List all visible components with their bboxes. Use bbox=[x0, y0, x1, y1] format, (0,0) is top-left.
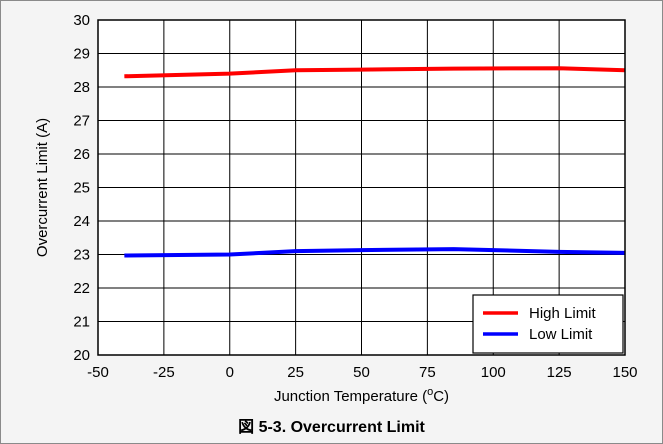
plot-border bbox=[97, 19, 626, 356]
x-tick-label: -50 bbox=[87, 364, 109, 381]
x-tick-label: -25 bbox=[153, 364, 175, 381]
y-tick-label: 20 bbox=[73, 347, 90, 364]
x-tick-label: 0 bbox=[226, 364, 234, 381]
x-axis-title-suffix: C) bbox=[433, 388, 449, 405]
y-tick-label: 27 bbox=[73, 113, 90, 130]
figure-caption: 図 5-3. Overcurrent Limit bbox=[238, 418, 425, 436]
series-line-low-limit bbox=[124, 247, 626, 258]
y-tick-label: 23 bbox=[73, 247, 90, 264]
y-tick-label: 29 bbox=[73, 46, 90, 63]
legend-label-low-limit: Low Limit bbox=[529, 326, 593, 343]
y-tick-label: 28 bbox=[73, 79, 90, 96]
y-tick-label: 24 bbox=[73, 213, 90, 230]
series-lines bbox=[124, 66, 626, 258]
x-tick-label: 150 bbox=[612, 364, 637, 381]
x-axis-title-main: Junction Temperature ( bbox=[274, 388, 427, 405]
x-tick-label: 25 bbox=[287, 364, 304, 381]
legend: High Limit Low Limit bbox=[472, 294, 624, 354]
y-tick-label: 25 bbox=[73, 180, 90, 197]
legend-label-high-limit: High Limit bbox=[529, 305, 597, 322]
tick-labels: -50 -25 0 25 50 75 100 125 150 20 21 22 23 24 25 26 27 28… bbox=[73, 12, 637, 381]
x-tick-label: 50 bbox=[353, 364, 370, 381]
y-tick-label: 21 bbox=[73, 314, 90, 331]
y-axis-title: Overcurrent Limit (A) bbox=[34, 118, 51, 257]
legend-box bbox=[472, 294, 624, 354]
x-tick-label: 125 bbox=[547, 364, 572, 381]
x-axis-title: Junction Temperature (oC) bbox=[274, 386, 449, 405]
series-line-high-limit bbox=[124, 66, 626, 79]
y-tick-label: 26 bbox=[73, 146, 90, 163]
x-tick-label: 75 bbox=[419, 364, 436, 381]
y-tick-label: 22 bbox=[73, 280, 90, 297]
x-axis-title-sup: o bbox=[427, 386, 433, 398]
x-tick-label: 100 bbox=[481, 364, 506, 381]
y-tick-label: 30 bbox=[73, 12, 90, 29]
